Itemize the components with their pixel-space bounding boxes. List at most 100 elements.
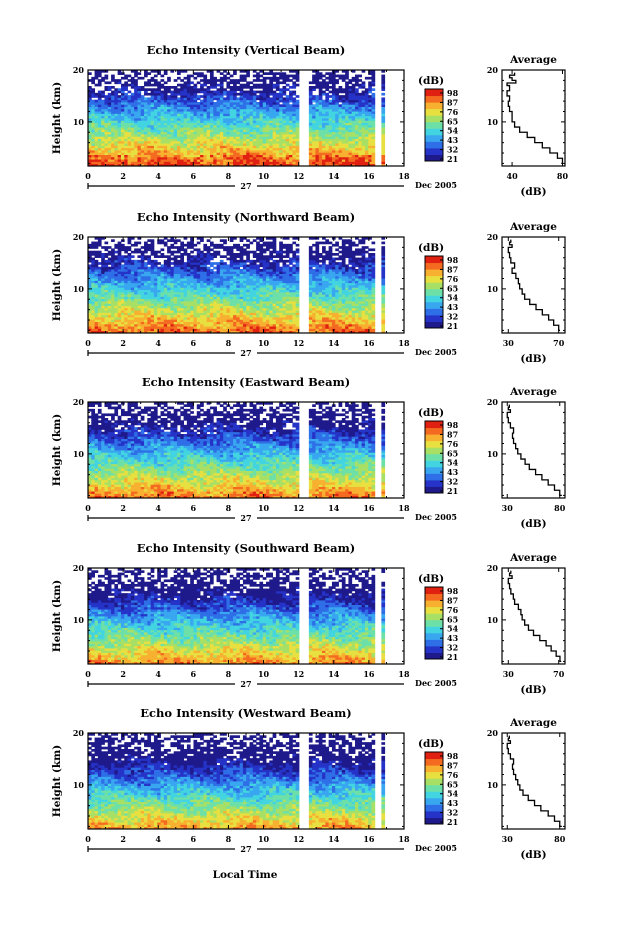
heatmap-cell (233, 106, 237, 110)
heatmap-cell (173, 115, 178, 119)
heatmap-cell (275, 161, 280, 165)
heatmap-cell (213, 145, 217, 149)
heatmap-cell (101, 90, 105, 94)
heatmap-cell (242, 97, 247, 101)
heatmap-cell (150, 296, 155, 300)
heatmap-cell (186, 330, 191, 334)
heatmap-cell (124, 74, 128, 78)
heatmap-cell (361, 83, 366, 87)
heatmap-cell (213, 102, 217, 105)
heatmap-cell (331, 127, 336, 130)
heatmap-cell (167, 150, 171, 153)
heatmap-cell (275, 138, 280, 142)
heatmap-cell (153, 330, 158, 334)
heatmap-cell (282, 99, 287, 103)
heatmap-cell (279, 323, 283, 327)
heatmap-cell (150, 156, 155, 160)
heatmap-cell (292, 310, 297, 313)
heatmap-cell (275, 307, 280, 311)
heatmap-cell (252, 136, 257, 139)
heatmap-cell (190, 102, 194, 105)
heatmap-cell (200, 118, 204, 121)
heatmap-cell (170, 330, 175, 334)
heatmap-cell (153, 92, 158, 96)
heatmap-cell (196, 113, 201, 117)
heatmap-cell (226, 76, 231, 80)
heatmap-cell (127, 310, 132, 313)
heatmap-cell (88, 317, 92, 320)
heatmap-cell (341, 301, 346, 304)
heatmap-cell (206, 108, 211, 112)
x-tick-label: 0 (85, 171, 91, 181)
heatmap-cell (104, 291, 109, 295)
heatmap-cell (331, 323, 336, 327)
heatmap-cell (233, 104, 237, 107)
heatmap-cell (101, 111, 105, 114)
heatmap-cell (157, 321, 161, 325)
heatmap-cell (381, 307, 386, 311)
heatmap-cell (150, 131, 155, 135)
heatmap-cell (249, 319, 254, 322)
heatmap-cell (167, 113, 171, 117)
heatmap-cell (246, 152, 250, 155)
heatmap-cell (341, 131, 346, 135)
heatmap-cell (308, 310, 313, 313)
heatmap-cell (295, 113, 300, 117)
heatmap-cell (368, 326, 372, 329)
heatmap-cell (134, 70, 138, 73)
heatmap-cell (223, 312, 227, 316)
heatmap-cell (163, 70, 168, 73)
heatmap-cell (177, 106, 181, 110)
heatmap-cell (160, 97, 165, 101)
heatmap-cell (335, 81, 339, 85)
heatmap-cell (157, 127, 161, 130)
heatmap-cell (361, 136, 366, 139)
heatmap-cell (157, 161, 161, 165)
heatmap-cell (196, 161, 201, 165)
heatmap-cell (183, 159, 188, 162)
heatmap-cell (180, 129, 184, 133)
heatmap-cell (88, 145, 92, 149)
heatmap-cell (315, 102, 320, 105)
heatmap-cell (173, 88, 178, 91)
heatmap-cell (130, 161, 135, 165)
heatmap-cell (315, 134, 320, 137)
heatmap-cell (249, 115, 254, 119)
heatmap-cell (101, 319, 105, 322)
heatmap-cell (114, 287, 119, 290)
heatmap-cell (223, 307, 227, 311)
heatmap-cell (262, 150, 267, 153)
colorbar-swatch (425, 128, 443, 136)
heatmap-cell (213, 301, 217, 304)
heatmap-cell (256, 326, 260, 329)
heatmap-cell (88, 122, 92, 126)
heatmap-cell (167, 88, 171, 91)
heatmap-cell (196, 303, 201, 306)
heatmap-cell (233, 301, 237, 304)
heatmap-cell (216, 111, 221, 114)
heatmap-cell (104, 140, 109, 144)
heatmap-cell (331, 156, 336, 160)
heatmap-cell (114, 79, 119, 82)
heatmap-cell (272, 86, 277, 89)
heatmap-cell (127, 138, 132, 142)
heatmap-cell (107, 131, 112, 135)
heatmap-cell (134, 314, 138, 318)
heatmap-cell (216, 108, 221, 112)
heatmap-cell (335, 143, 339, 146)
heatmap-cell (147, 104, 152, 107)
heatmap-cell (355, 307, 359, 311)
heatmap-cell (259, 298, 264, 302)
heatmap-cell (88, 86, 92, 89)
heatmap-cell (328, 102, 333, 105)
heatmap-cell (209, 70, 214, 73)
heatmap-cell (358, 312, 363, 316)
heatmap-cell (282, 136, 287, 139)
heatmap-cell (308, 86, 313, 89)
heatmap-cell (335, 307, 339, 311)
heatmap-cell (266, 159, 270, 162)
heatmap-cell (269, 296, 274, 300)
heatmap-cell (186, 159, 191, 162)
heatmap-cell (272, 147, 277, 151)
heatmap-cell (114, 102, 119, 105)
